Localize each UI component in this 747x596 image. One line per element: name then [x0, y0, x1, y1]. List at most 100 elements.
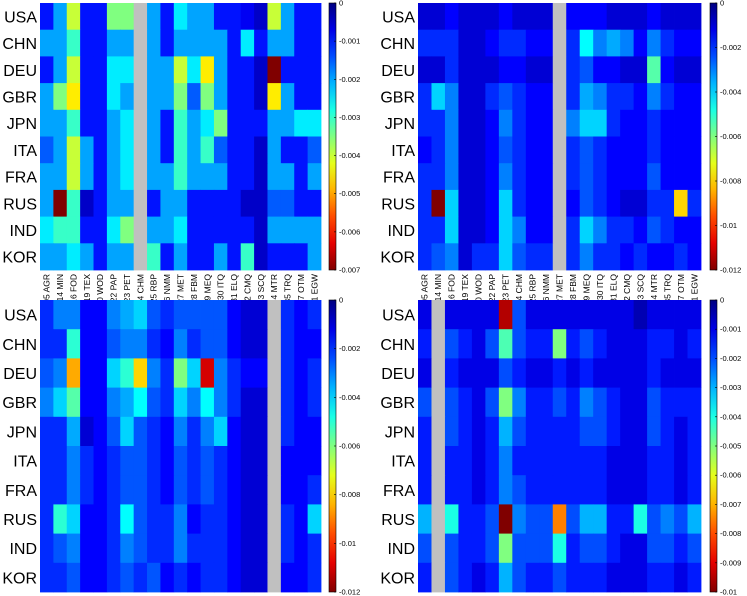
- heatmap-cell: [620, 216, 635, 244]
- heatmap-cell: [133, 504, 148, 534]
- heatmap-cell: [106, 300, 121, 330]
- heatmap-cell: [147, 136, 161, 164]
- heatmap-cell: [620, 416, 635, 447]
- heatmap-cell: [240, 329, 255, 359]
- heatmap-cell: [687, 446, 702, 476]
- heatmap-cell: [660, 163, 675, 191]
- heatmap-cell: [106, 475, 121, 505]
- heatmap-cell: [674, 358, 688, 388]
- row-label: KOR: [2, 250, 37, 267]
- heatmap-cell: [93, 243, 108, 271]
- heatmap-cell: [267, 216, 282, 244]
- heatmap-cell: [444, 216, 459, 244]
- row-label: USA: [382, 308, 415, 325]
- column-label: C34 MTR: [269, 274, 279, 310]
- heatmap-cell: [687, 216, 702, 244]
- heatmap-cell: [566, 358, 581, 388]
- heatmap-cell: [579, 446, 594, 476]
- heatmap-cell: [294, 562, 309, 593]
- column-label: C23 PET: [122, 274, 132, 309]
- heatmap-cell: [133, 136, 148, 164]
- heatmap-cell: [187, 329, 201, 359]
- heatmap-cell: [431, 533, 446, 564]
- heatmap-cell: [647, 562, 661, 593]
- heatmap-cell: [133, 216, 148, 244]
- heatmap-cell: [106, 562, 121, 593]
- heatmap-cell: [539, 3, 554, 31]
- heatmap-cell: [53, 533, 68, 564]
- heatmap-cell: [444, 562, 459, 593]
- column-label: C33 SCQ: [635, 274, 645, 311]
- heatmap-cell: [66, 29, 81, 57]
- heatmap-cell: [687, 3, 702, 31]
- heatmap-cell: [120, 475, 135, 505]
- column-label: C28 FBM: [568, 274, 578, 310]
- heatmap-cell: [471, 243, 486, 271]
- heatmap-cell: [200, 504, 215, 534]
- heatmap-cell: [93, 189, 108, 217]
- heatmap-cell: [471, 3, 486, 31]
- colorbar-tick-label: -0.005: [339, 189, 360, 198]
- heatmap-cell: [647, 136, 661, 164]
- heatmap-cell: [267, 562, 282, 593]
- colorbar-tick-label: -0.001: [720, 325, 741, 334]
- heatmap-cell: [106, 189, 121, 217]
- heatmap-cell: [173, 416, 188, 447]
- heatmap-cell: [240, 387, 255, 418]
- heatmap-cell: [240, 475, 255, 505]
- row-label: IND: [9, 541, 37, 558]
- heatmap-cell: [93, 56, 108, 84]
- heatmap-cell: [458, 533, 473, 564]
- heatmap-cell: [444, 83, 459, 111]
- heatmap-cell: [660, 533, 675, 564]
- heatmap-cell: [620, 83, 635, 111]
- heatmap-cell: [147, 29, 161, 57]
- heatmap-cell: [200, 136, 215, 164]
- heatmap-cell: [294, 358, 309, 388]
- heatmap-cell: [106, 446, 121, 476]
- heatmap-cell: [200, 216, 215, 244]
- heatmap-cell: [93, 163, 108, 191]
- heatmap-cell: [133, 387, 148, 418]
- row-label: RUS: [381, 196, 415, 213]
- heatmap-cell: [240, 163, 255, 191]
- heatmap-cell: [431, 329, 446, 359]
- heatmap-cell: [525, 56, 540, 84]
- heatmap-cell: [40, 504, 54, 534]
- heatmap-cell: [444, 29, 459, 57]
- heatmap-cell: [93, 387, 108, 418]
- heatmap-cell: [93, 533, 108, 564]
- heatmap-cell: [687, 416, 702, 447]
- heatmap-cell: [539, 300, 554, 330]
- heatmap-cell: [66, 300, 81, 330]
- heatmap-cell: [647, 358, 661, 388]
- heatmap-cell: [471, 358, 486, 388]
- heatmap-cell: [294, 163, 309, 191]
- heatmap-cell: [512, 533, 527, 564]
- heatmap-cell: [431, 387, 446, 418]
- heatmap-cell: [525, 216, 540, 244]
- heatmap-cell: [620, 163, 635, 191]
- heatmap-cell: [200, 29, 215, 57]
- heatmap-cell: [633, 329, 648, 359]
- column-label: C24 CHM: [514, 274, 524, 311]
- heatmap-cell: [539, 243, 554, 271]
- heatmap-cell: [566, 416, 581, 447]
- heatmap-cell: [431, 475, 446, 505]
- heatmap-cell: [579, 358, 594, 388]
- heatmap-cell: [200, 83, 215, 111]
- heatmap-cell: [552, 533, 567, 564]
- heatmap-cell: [133, 3, 148, 31]
- heatmap-cell: [200, 163, 215, 191]
- heatmap-cell: [213, 300, 228, 330]
- heatmap-cell: [431, 504, 446, 534]
- heatmap-cell: [254, 243, 268, 271]
- row-label: IND: [387, 541, 415, 558]
- heatmap-cell: [267, 329, 282, 359]
- heatmap-cell: [485, 446, 500, 476]
- heatmap-cell: [267, 163, 282, 191]
- heatmap-cell: [240, 56, 255, 84]
- heatmap-cell: [160, 387, 175, 418]
- heatmap-cell: [633, 446, 648, 476]
- heatmap-cell: [539, 83, 554, 111]
